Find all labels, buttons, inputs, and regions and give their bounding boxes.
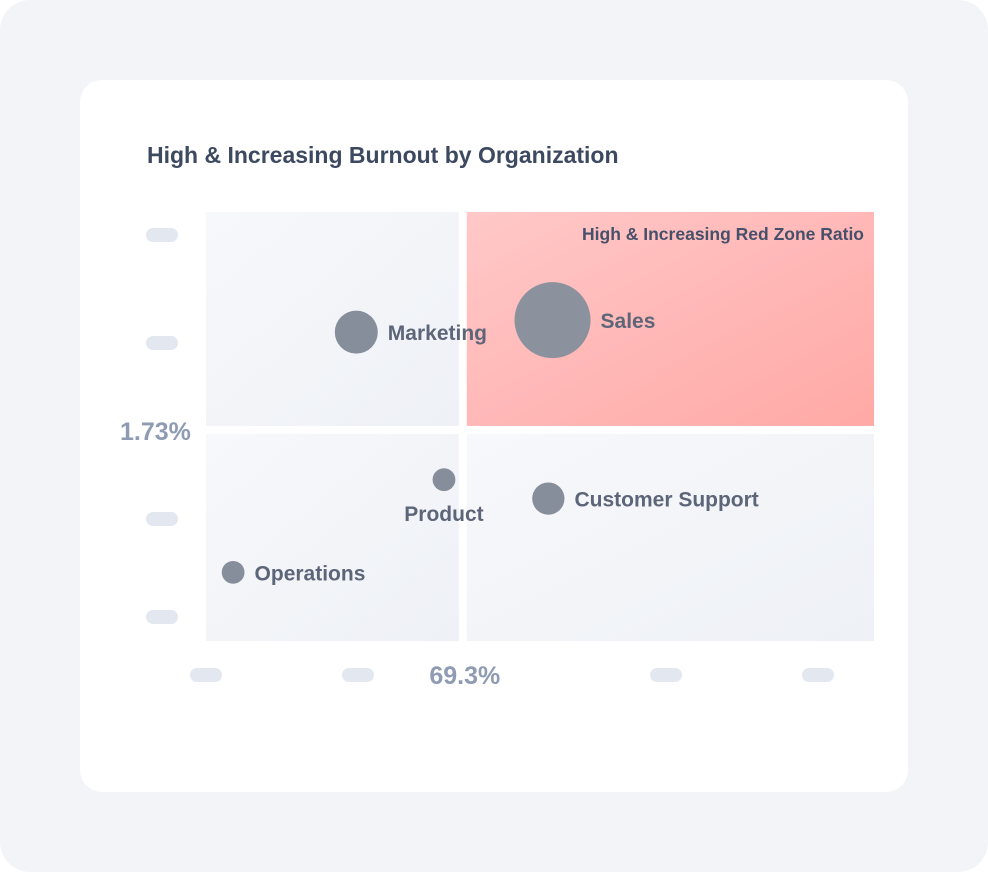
y-threshold-label: 1.73%: [120, 418, 191, 446]
x-tick-placeholder: [190, 668, 222, 682]
point-label-customer-support: Customer Support: [574, 489, 758, 512]
x-tick-placeholder: [802, 668, 834, 682]
point-customer-support: [532, 482, 565, 515]
point-operations: [221, 560, 245, 584]
y-tick-placeholder: [146, 228, 178, 242]
chart-title: High & Increasing Burnout by Organizatio…: [147, 142, 619, 168]
highlight-quadrant-label: High & Increasing Red Zone Ratio: [582, 224, 864, 244]
x-tick-placeholder: [342, 668, 374, 682]
text-layer: Sales Marketing Customer Support Product Ope…: [120, 224, 864, 690]
quadrant-bottom-right: [466, 433, 874, 641]
y-tick-placeholder: [146, 336, 178, 350]
point-marketing: [334, 310, 378, 354]
point-label-marketing: Marketing: [388, 322, 487, 345]
y-tick-placeholder: [146, 610, 178, 624]
y-tick-placeholder: [146, 512, 178, 526]
point-label-product: Product: [404, 503, 483, 526]
quadrant-bottom-left: [206, 433, 459, 641]
tick-placeholder-layer: [146, 228, 834, 682]
quadrant-top-left: [206, 212, 459, 426]
x-threshold-label: 69.3%: [429, 662, 500, 690]
point-label-operations: Operations: [255, 562, 366, 585]
x-tick-placeholder: [650, 668, 682, 682]
point-sales: [514, 282, 591, 359]
point-label-sales: Sales: [601, 310, 656, 333]
point-product: [432, 468, 456, 492]
points-layer: [221, 282, 591, 584]
